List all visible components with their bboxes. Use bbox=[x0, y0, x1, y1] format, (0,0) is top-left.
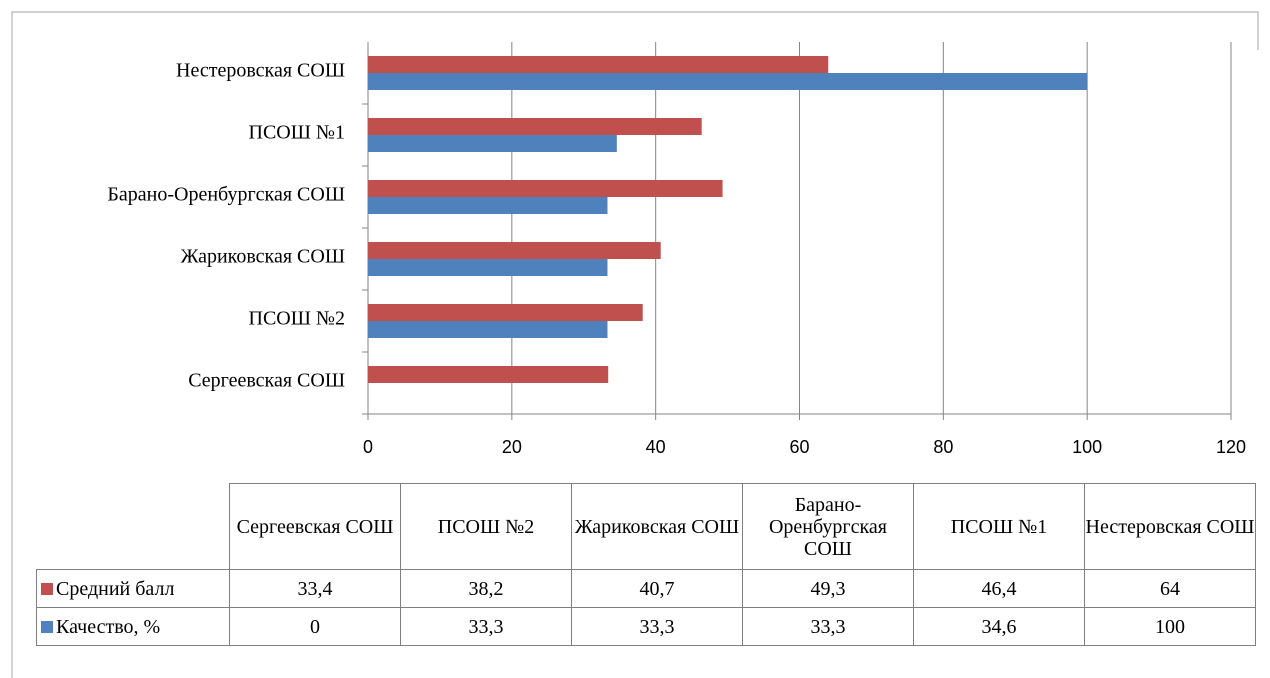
legend-key bbox=[41, 620, 53, 633]
table-cell: 100 bbox=[1084, 607, 1256, 646]
x-tick-label: 80 bbox=[933, 437, 953, 457]
table-cell: 34,6 bbox=[913, 607, 1085, 646]
cell-text: 38,2 bbox=[468, 577, 504, 600]
bar bbox=[368, 197, 608, 214]
legend-label: Качество, % bbox=[56, 615, 161, 638]
cell-text: 33,3 bbox=[468, 615, 504, 638]
cell-text: Барано-Оренбургская СОШ bbox=[768, 493, 887, 560]
table-header: ПСОШ №1 bbox=[913, 483, 1085, 570]
cell-text: 46,4 bbox=[981, 577, 1017, 600]
table-cell: 33,4 bbox=[229, 569, 401, 608]
cell-text: 33,3 bbox=[639, 615, 675, 638]
x-tick-label: 60 bbox=[789, 437, 809, 457]
table-cell: 0 bbox=[229, 607, 401, 646]
cell-text: 33,4 bbox=[297, 577, 333, 600]
table-header: Жариковская СОШ bbox=[571, 483, 743, 570]
bar bbox=[368, 366, 609, 383]
x-tick-label: 100 bbox=[1072, 437, 1102, 457]
bar bbox=[368, 56, 829, 73]
bar bbox=[368, 321, 608, 338]
y-tick-label: Барано-Оренбургская СОШ bbox=[107, 184, 345, 206]
table-cell: 38,2 bbox=[400, 569, 572, 608]
legend-entry: Качество, % bbox=[36, 607, 230, 646]
bar bbox=[368, 259, 608, 276]
cell-text: Жариковская СОШ bbox=[574, 515, 740, 538]
cell-text: 100 bbox=[1155, 615, 1185, 638]
table-cell: 49,3 bbox=[742, 569, 914, 608]
table-cell: 33,3 bbox=[400, 607, 572, 646]
table-cell: 33,3 bbox=[742, 607, 914, 646]
cell-text: ПСОШ №2 bbox=[437, 515, 535, 538]
x-tick-label: 20 bbox=[502, 437, 522, 457]
cell-text: 34,6 bbox=[981, 615, 1017, 638]
y-tick-label: ПСОШ №2 bbox=[249, 308, 345, 330]
cell-text: 64 bbox=[1160, 577, 1180, 600]
bar bbox=[368, 135, 617, 152]
bar bbox=[368, 304, 643, 321]
bar bbox=[368, 242, 661, 259]
cell-text: 33,3 bbox=[810, 615, 846, 638]
table-cell: 64 bbox=[1084, 569, 1256, 608]
legend-entry: Средний балл bbox=[36, 569, 230, 608]
table-header: ПСОШ №2 bbox=[400, 483, 572, 570]
table-cell: 40,7 bbox=[571, 569, 743, 608]
y-tick-label: Жариковская СОШ bbox=[181, 246, 345, 268]
y-tick-label: Сергеевская СОШ bbox=[188, 370, 345, 392]
bar bbox=[368, 118, 702, 135]
cell-text: ПСОШ №1 bbox=[950, 515, 1048, 538]
y-tick-label: Нестеровская СОШ bbox=[176, 60, 345, 82]
bar bbox=[368, 73, 1088, 90]
chart-frame bbox=[11, 11, 1259, 678]
table-header: Сергеевская СОШ bbox=[229, 483, 401, 570]
cell-text: 49,3 bbox=[810, 577, 846, 600]
table-header: Нестеровская СОШ bbox=[1084, 483, 1256, 570]
x-tick-label: 0 bbox=[363, 437, 373, 457]
legend-key bbox=[41, 582, 53, 595]
table-cell: 33,3 bbox=[571, 607, 743, 646]
table-cell: 46,4 bbox=[913, 569, 1085, 608]
bar bbox=[368, 180, 723, 197]
x-tick-label: 40 bbox=[646, 437, 666, 457]
x-tick-label: 120 bbox=[1216, 437, 1246, 457]
cell-text: 40,7 bbox=[639, 577, 675, 600]
cell-text: 0 bbox=[310, 615, 320, 638]
cell-text: Сергеевская СОШ bbox=[236, 515, 394, 538]
y-tick-label: ПСОШ №1 bbox=[249, 122, 345, 144]
table-header: Барано-Оренбургская СОШ bbox=[742, 483, 914, 570]
cell-text: Нестеровская СОШ bbox=[1085, 515, 1255, 538]
legend-label: Средний балл bbox=[56, 577, 175, 600]
